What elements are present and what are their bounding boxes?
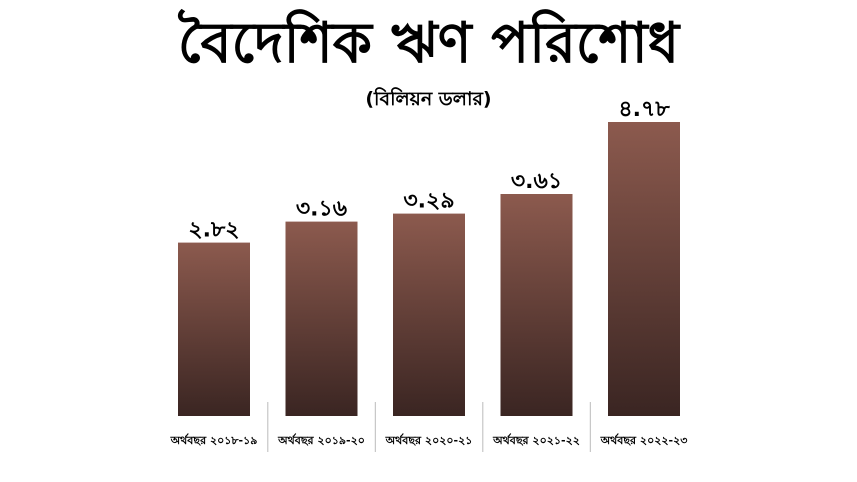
category-label-2: অর্থবছর ২০২০-২১ bbox=[385, 433, 473, 447]
value-labels: ২.৮২ ৩.১৬ ৩.২৯ ৩.৬১ ৪.৭৮ bbox=[188, 97, 670, 243]
category-label-1: অর্থবছর ২০১৯-২০ bbox=[277, 433, 365, 447]
bar-4 bbox=[608, 122, 680, 416]
bars-layer bbox=[178, 122, 680, 416]
bar-value-label-2: ৩.২৯ bbox=[403, 189, 454, 214]
bar-value-label-4: ৪.৭৮ bbox=[618, 97, 670, 122]
category-separators bbox=[267, 402, 591, 452]
category-label-3: অর্থবছর ২০২১-২২ bbox=[492, 433, 580, 447]
bar-2 bbox=[393, 213, 465, 416]
chart-subtitle: (বিলিয়ন ডলার) bbox=[365, 88, 492, 110]
bar-value-label-0: ২.৮২ bbox=[188, 218, 239, 243]
bar-value-label-3: ৩.৬১ bbox=[511, 169, 562, 194]
bar-0 bbox=[178, 242, 250, 416]
bar-value-label-1: ৩.১৬ bbox=[296, 197, 347, 222]
bar-3 bbox=[500, 194, 573, 416]
category-labels: অর্থবছর ২০১৮-১৯ অর্থবছর ২০১৯-২০ অর্থবছর ২০… bbox=[170, 433, 688, 447]
chart-title: বৈদেশিক ঋণ পরিশোধ bbox=[177, 11, 680, 76]
bar-1 bbox=[285, 221, 358, 416]
category-label-4: অর্থবছর ২০২২-২৩ bbox=[600, 433, 688, 447]
category-label-0: অর্থবছর ২০১৮-১৯ bbox=[170, 433, 258, 447]
